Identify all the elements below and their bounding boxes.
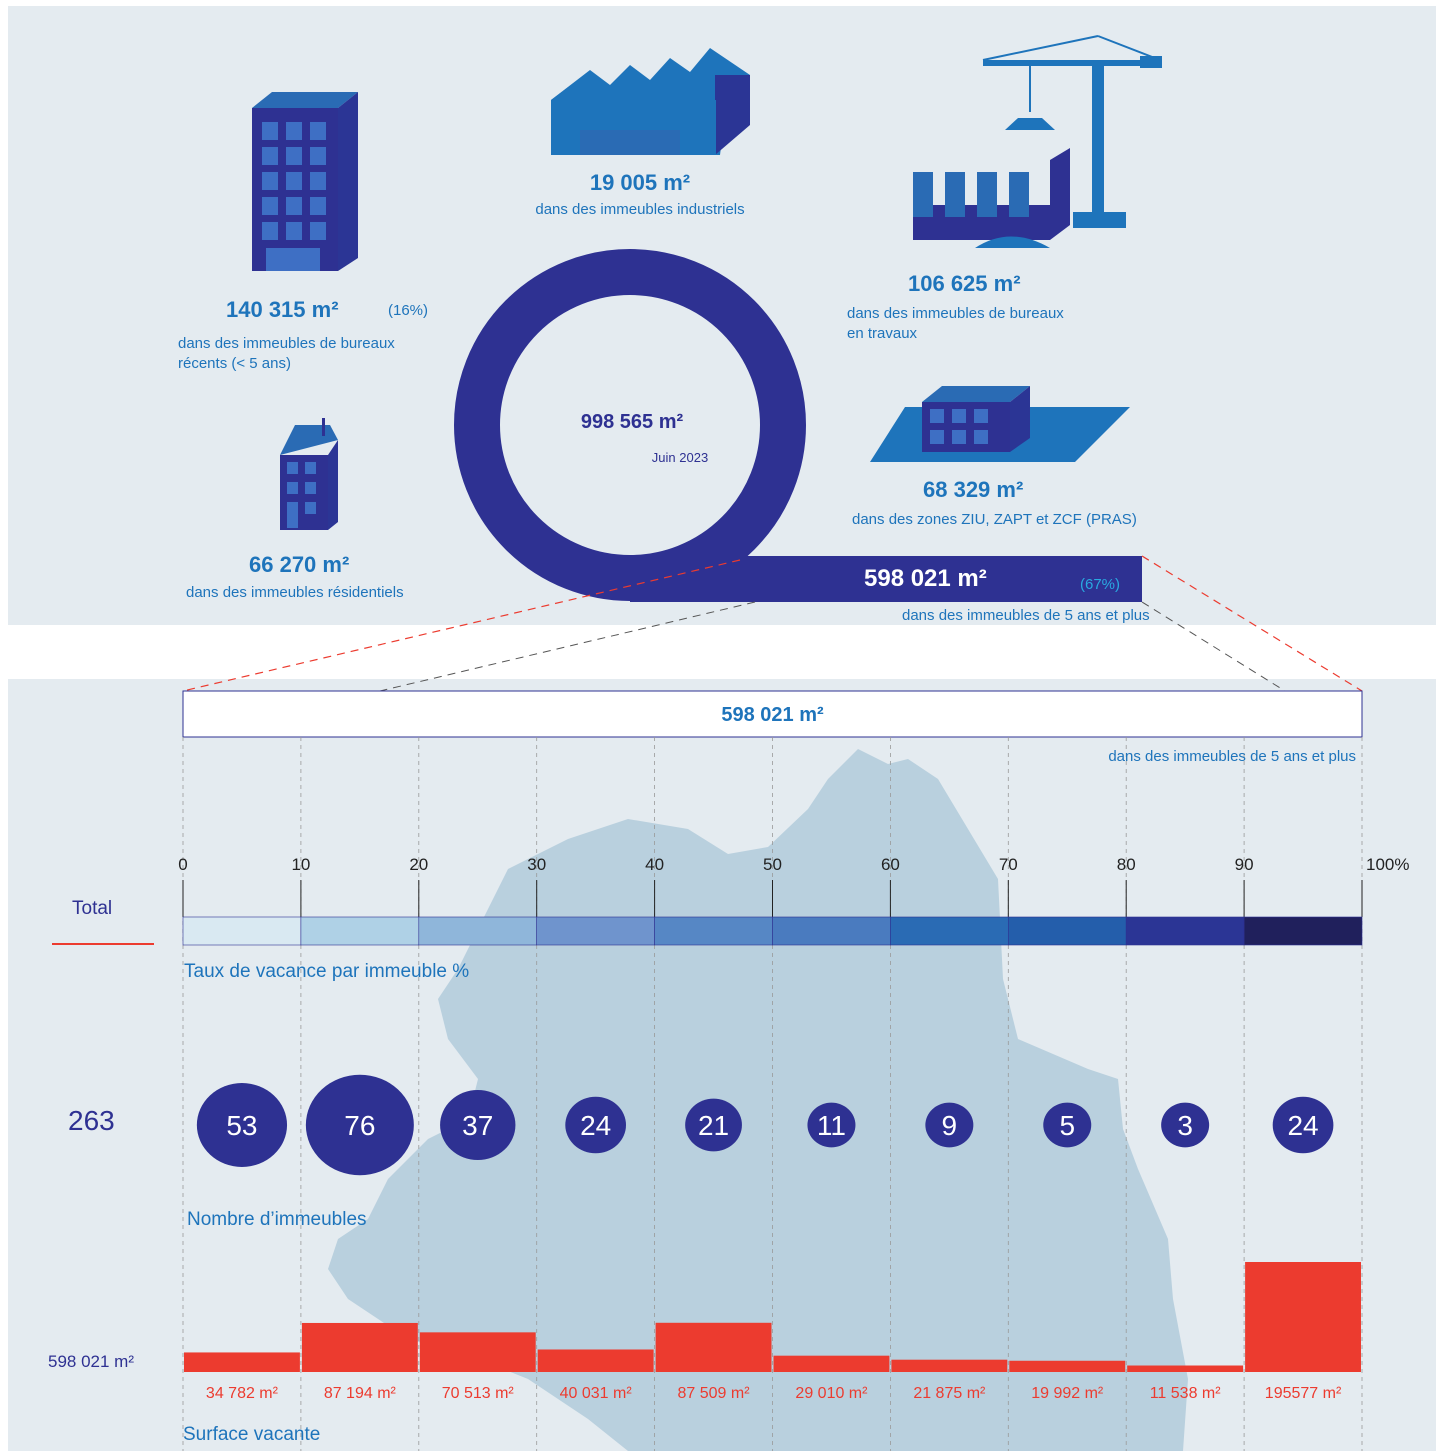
header-caption: dans des immeubles de 5 ans et plus (1108, 748, 1356, 765)
recent-offices-value: 140 315 m² (226, 297, 339, 322)
residential-caption: dans des immeubles résidentiels (186, 584, 404, 601)
works-offices-caption-2: en travaux (847, 325, 918, 342)
total-date: Juin 2023 (651, 450, 709, 465)
zone-building-icon (870, 386, 1130, 462)
recent-offices-caption-2: récents (< 5 ans) (178, 355, 291, 372)
map-silhouette (328, 749, 1188, 1451)
office-tower-icon (252, 92, 358, 271)
scale-title: Taux de vacance par immeuble % (184, 961, 470, 982)
old-buildings-caption: dans des immeubles de 5 ans et plus (902, 607, 1150, 624)
header-value: 598 021 m² (721, 704, 824, 726)
zones-caption: dans des zones ZIU, ZAPT et ZCF (PRAS) (852, 511, 1137, 528)
residential-value: 66 270 m² (249, 552, 350, 577)
row-label-area: 598 021 m² (48, 1352, 134, 1371)
residential-building-icon (280, 418, 338, 530)
row-label-total: Total (72, 898, 113, 919)
construction-crane-icon (913, 35, 1162, 248)
works-offices-value: 106 625 m² (908, 271, 1021, 296)
row-label-count: 263 (68, 1105, 115, 1136)
old-buildings-pct: (67%) (1080, 576, 1121, 593)
recent-offices-pct: (16%) (388, 302, 429, 319)
industrial-value: 19 005 m² (589, 170, 691, 195)
detail-panel (8, 679, 1436, 1451)
recent-offices-caption-1: dans des immeubles de bureaux (178, 335, 395, 352)
old-buildings-value: 598 021 m² (864, 565, 987, 592)
industrial-caption: dans des immeubles industriels (535, 201, 745, 218)
works-offices-caption-1: dans des immeubles de bureaux (847, 305, 1064, 322)
total-value: 998 565 m² (580, 411, 684, 433)
factory-icon (551, 48, 750, 155)
count-title: Nombre d’immeubles (187, 1209, 367, 1230)
zones-value: 68 329 m² (923, 477, 1024, 502)
area-title: Surface vacante (183, 1424, 321, 1445)
